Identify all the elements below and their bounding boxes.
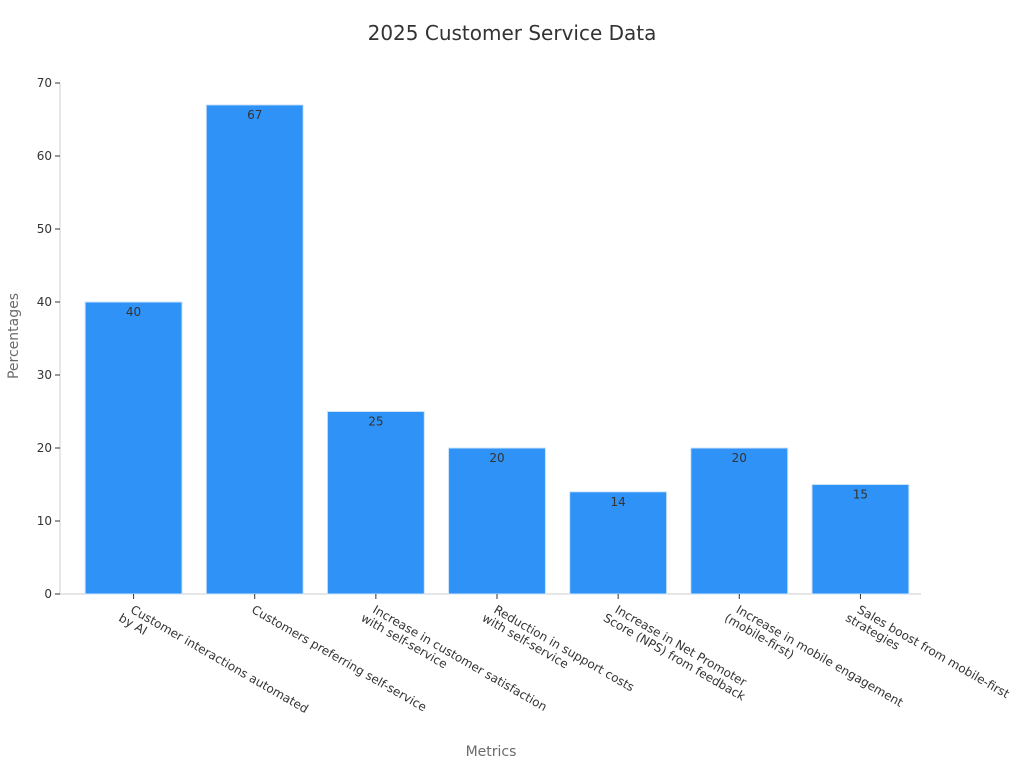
bar [326, 411, 425, 595]
y-tick-label: 10 [37, 514, 52, 528]
chart-title: 2025 Customer Service Data [368, 21, 657, 45]
data-label: 15 [853, 488, 868, 502]
bar [690, 447, 789, 595]
y-tick-label: 60 [37, 149, 52, 163]
data-label: 20 [489, 451, 504, 465]
y-tick-label: 70 [37, 76, 52, 90]
y-axis-label: Percentages [6, 293, 22, 379]
data-label: 20 [732, 451, 747, 465]
y-tick-label: 20 [37, 441, 52, 455]
data-label: 40 [126, 305, 141, 319]
data-label: 67 [247, 108, 262, 122]
y-tick-label: 0 [44, 587, 52, 601]
bar [84, 301, 183, 595]
y-tick-label: 50 [37, 222, 52, 236]
bar [811, 484, 910, 595]
data-label: 25 [368, 415, 383, 429]
bar [569, 491, 668, 595]
x-axis-label: Metrics [466, 744, 517, 760]
y-tick-label: 30 [37, 368, 52, 382]
data-label: 14 [611, 495, 626, 509]
x-tick-label: Sales boost from mobile-firststrategies [843, 599, 1012, 712]
y-tick-label: 40 [37, 295, 52, 309]
bar [205, 104, 304, 595]
bar [448, 447, 546, 595]
